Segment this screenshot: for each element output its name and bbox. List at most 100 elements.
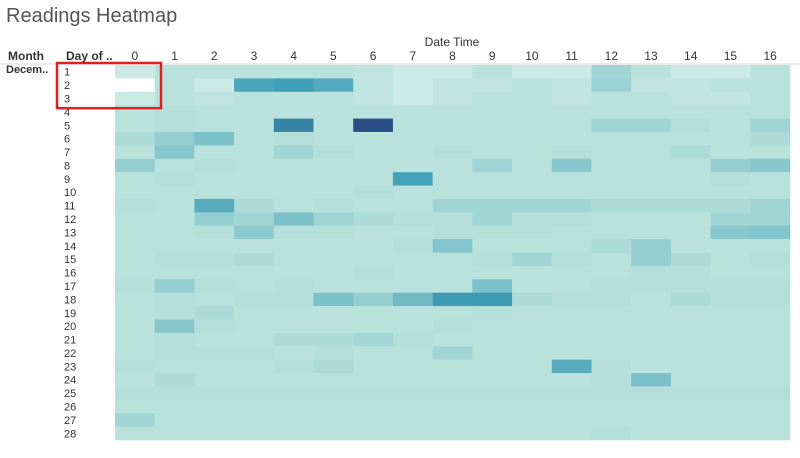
heatmap-cell bbox=[115, 319, 156, 334]
heatmap-cell bbox=[512, 346, 553, 360]
heatmap-cell bbox=[750, 332, 791, 347]
heatmap-cell bbox=[353, 279, 394, 293]
heatmap-cell bbox=[234, 265, 275, 280]
heatmap-cell bbox=[750, 413, 791, 427]
heatmap-cell bbox=[194, 426, 235, 441]
heatmap-cell bbox=[472, 346, 513, 360]
heatmap-cell bbox=[194, 332, 235, 347]
heatmap-cell bbox=[750, 212, 791, 227]
heatmap-cell bbox=[710, 346, 751, 360]
heatmap-cell bbox=[551, 265, 592, 280]
heatmap-cell bbox=[472, 118, 513, 133]
heatmap-cell bbox=[432, 198, 473, 213]
heatmap-cell bbox=[710, 319, 751, 334]
heatmap-cell bbox=[273, 212, 314, 227]
heatmap-cell bbox=[670, 105, 711, 119]
heatmap-cell bbox=[234, 413, 275, 427]
heatmap-cell bbox=[591, 279, 632, 293]
y-tick-label: 24 bbox=[64, 375, 76, 387]
heatmap-cell bbox=[591, 319, 632, 334]
heatmap-cell bbox=[670, 386, 711, 401]
heatmap-cell bbox=[154, 105, 195, 119]
heatmap-cell bbox=[750, 386, 791, 401]
heatmap-cell bbox=[273, 198, 314, 213]
heatmap-cell bbox=[591, 185, 632, 200]
heatmap-cell bbox=[670, 131, 711, 146]
heatmap-cell bbox=[194, 373, 235, 387]
heatmap-cell bbox=[194, 105, 235, 119]
heatmap-cell bbox=[512, 212, 553, 227]
heatmap-cell bbox=[194, 131, 235, 146]
heatmap-cell bbox=[353, 185, 394, 200]
heatmap-cell bbox=[115, 265, 156, 280]
heatmap-cell bbox=[353, 131, 394, 146]
heatmap-cell bbox=[313, 65, 354, 79]
heatmap-cell bbox=[313, 386, 354, 401]
y-tick-label: 28 bbox=[64, 428, 76, 440]
heatmap-cell bbox=[115, 292, 156, 307]
heatmap-cell bbox=[313, 118, 354, 133]
heatmap-cell bbox=[392, 118, 433, 133]
y-tick-label: 16 bbox=[64, 268, 76, 280]
heatmap-cell bbox=[670, 158, 711, 173]
heatmap-cell bbox=[432, 239, 473, 253]
heatmap-cell bbox=[710, 172, 751, 186]
heatmap-cell bbox=[551, 172, 592, 186]
heatmap-cell bbox=[551, 145, 592, 160]
heatmap-cell bbox=[392, 292, 433, 307]
x-tick-label: 3 bbox=[251, 49, 258, 63]
y-tick-label: 4 bbox=[64, 107, 70, 119]
heatmap-cell bbox=[432, 105, 473, 119]
heatmap-cell bbox=[115, 145, 156, 160]
heatmap-cell bbox=[472, 359, 513, 374]
y-tick-label: 20 bbox=[64, 321, 76, 333]
heatmap-cell bbox=[154, 252, 195, 267]
heatmap-cell bbox=[750, 91, 791, 106]
heatmap-cell bbox=[432, 292, 473, 307]
heatmap-cell bbox=[750, 65, 791, 79]
heatmap-cell bbox=[273, 225, 314, 240]
heatmap-cell bbox=[392, 91, 433, 106]
heatmap-cell bbox=[194, 319, 235, 334]
heatmap-cell bbox=[591, 198, 632, 213]
heatmap-cell bbox=[234, 145, 275, 160]
heatmap-cell bbox=[313, 225, 354, 240]
x-tick-label: 16 bbox=[763, 49, 777, 63]
heatmap-cell bbox=[710, 413, 751, 427]
heatmap-cell bbox=[591, 265, 632, 280]
heatmap-cell bbox=[750, 198, 791, 213]
heatmap-cell bbox=[512, 332, 553, 347]
y-tick-label: 26 bbox=[64, 402, 76, 414]
heatmap-cell bbox=[273, 319, 314, 334]
x-tick-label: 9 bbox=[489, 49, 496, 63]
heatmap-cell bbox=[234, 292, 275, 307]
heatmap-cell bbox=[710, 386, 751, 401]
heatmap-cell bbox=[750, 158, 791, 173]
x-tick-label: 11 bbox=[565, 49, 578, 63]
heatmap-cell bbox=[234, 105, 275, 119]
heatmap-cell bbox=[392, 185, 433, 200]
heatmap-cell bbox=[670, 198, 711, 213]
heatmap-cell bbox=[115, 239, 156, 253]
heatmap-cell bbox=[472, 292, 513, 307]
heatmap-cell bbox=[472, 279, 513, 293]
heatmap-cell bbox=[273, 105, 314, 119]
heatmap-cell bbox=[631, 131, 672, 146]
heatmap-cell bbox=[313, 158, 354, 173]
selection-highlight-box bbox=[55, 61, 163, 110]
heatmap-cell bbox=[234, 306, 275, 320]
month-header: Month bbox=[8, 49, 44, 63]
heatmap-cell bbox=[154, 91, 195, 106]
heatmap-cell bbox=[472, 131, 513, 146]
heatmap-cell bbox=[512, 65, 553, 79]
heatmap-cell bbox=[392, 131, 433, 146]
heatmap-cell bbox=[115, 198, 156, 213]
heatmap-cell bbox=[512, 279, 553, 293]
heatmap-cell bbox=[313, 359, 354, 374]
heatmap-cell bbox=[234, 131, 275, 146]
heatmap-cell bbox=[115, 399, 156, 414]
heatmap-cell bbox=[273, 426, 314, 441]
heatmap-cell bbox=[710, 91, 751, 106]
heatmap-cell bbox=[750, 426, 791, 441]
